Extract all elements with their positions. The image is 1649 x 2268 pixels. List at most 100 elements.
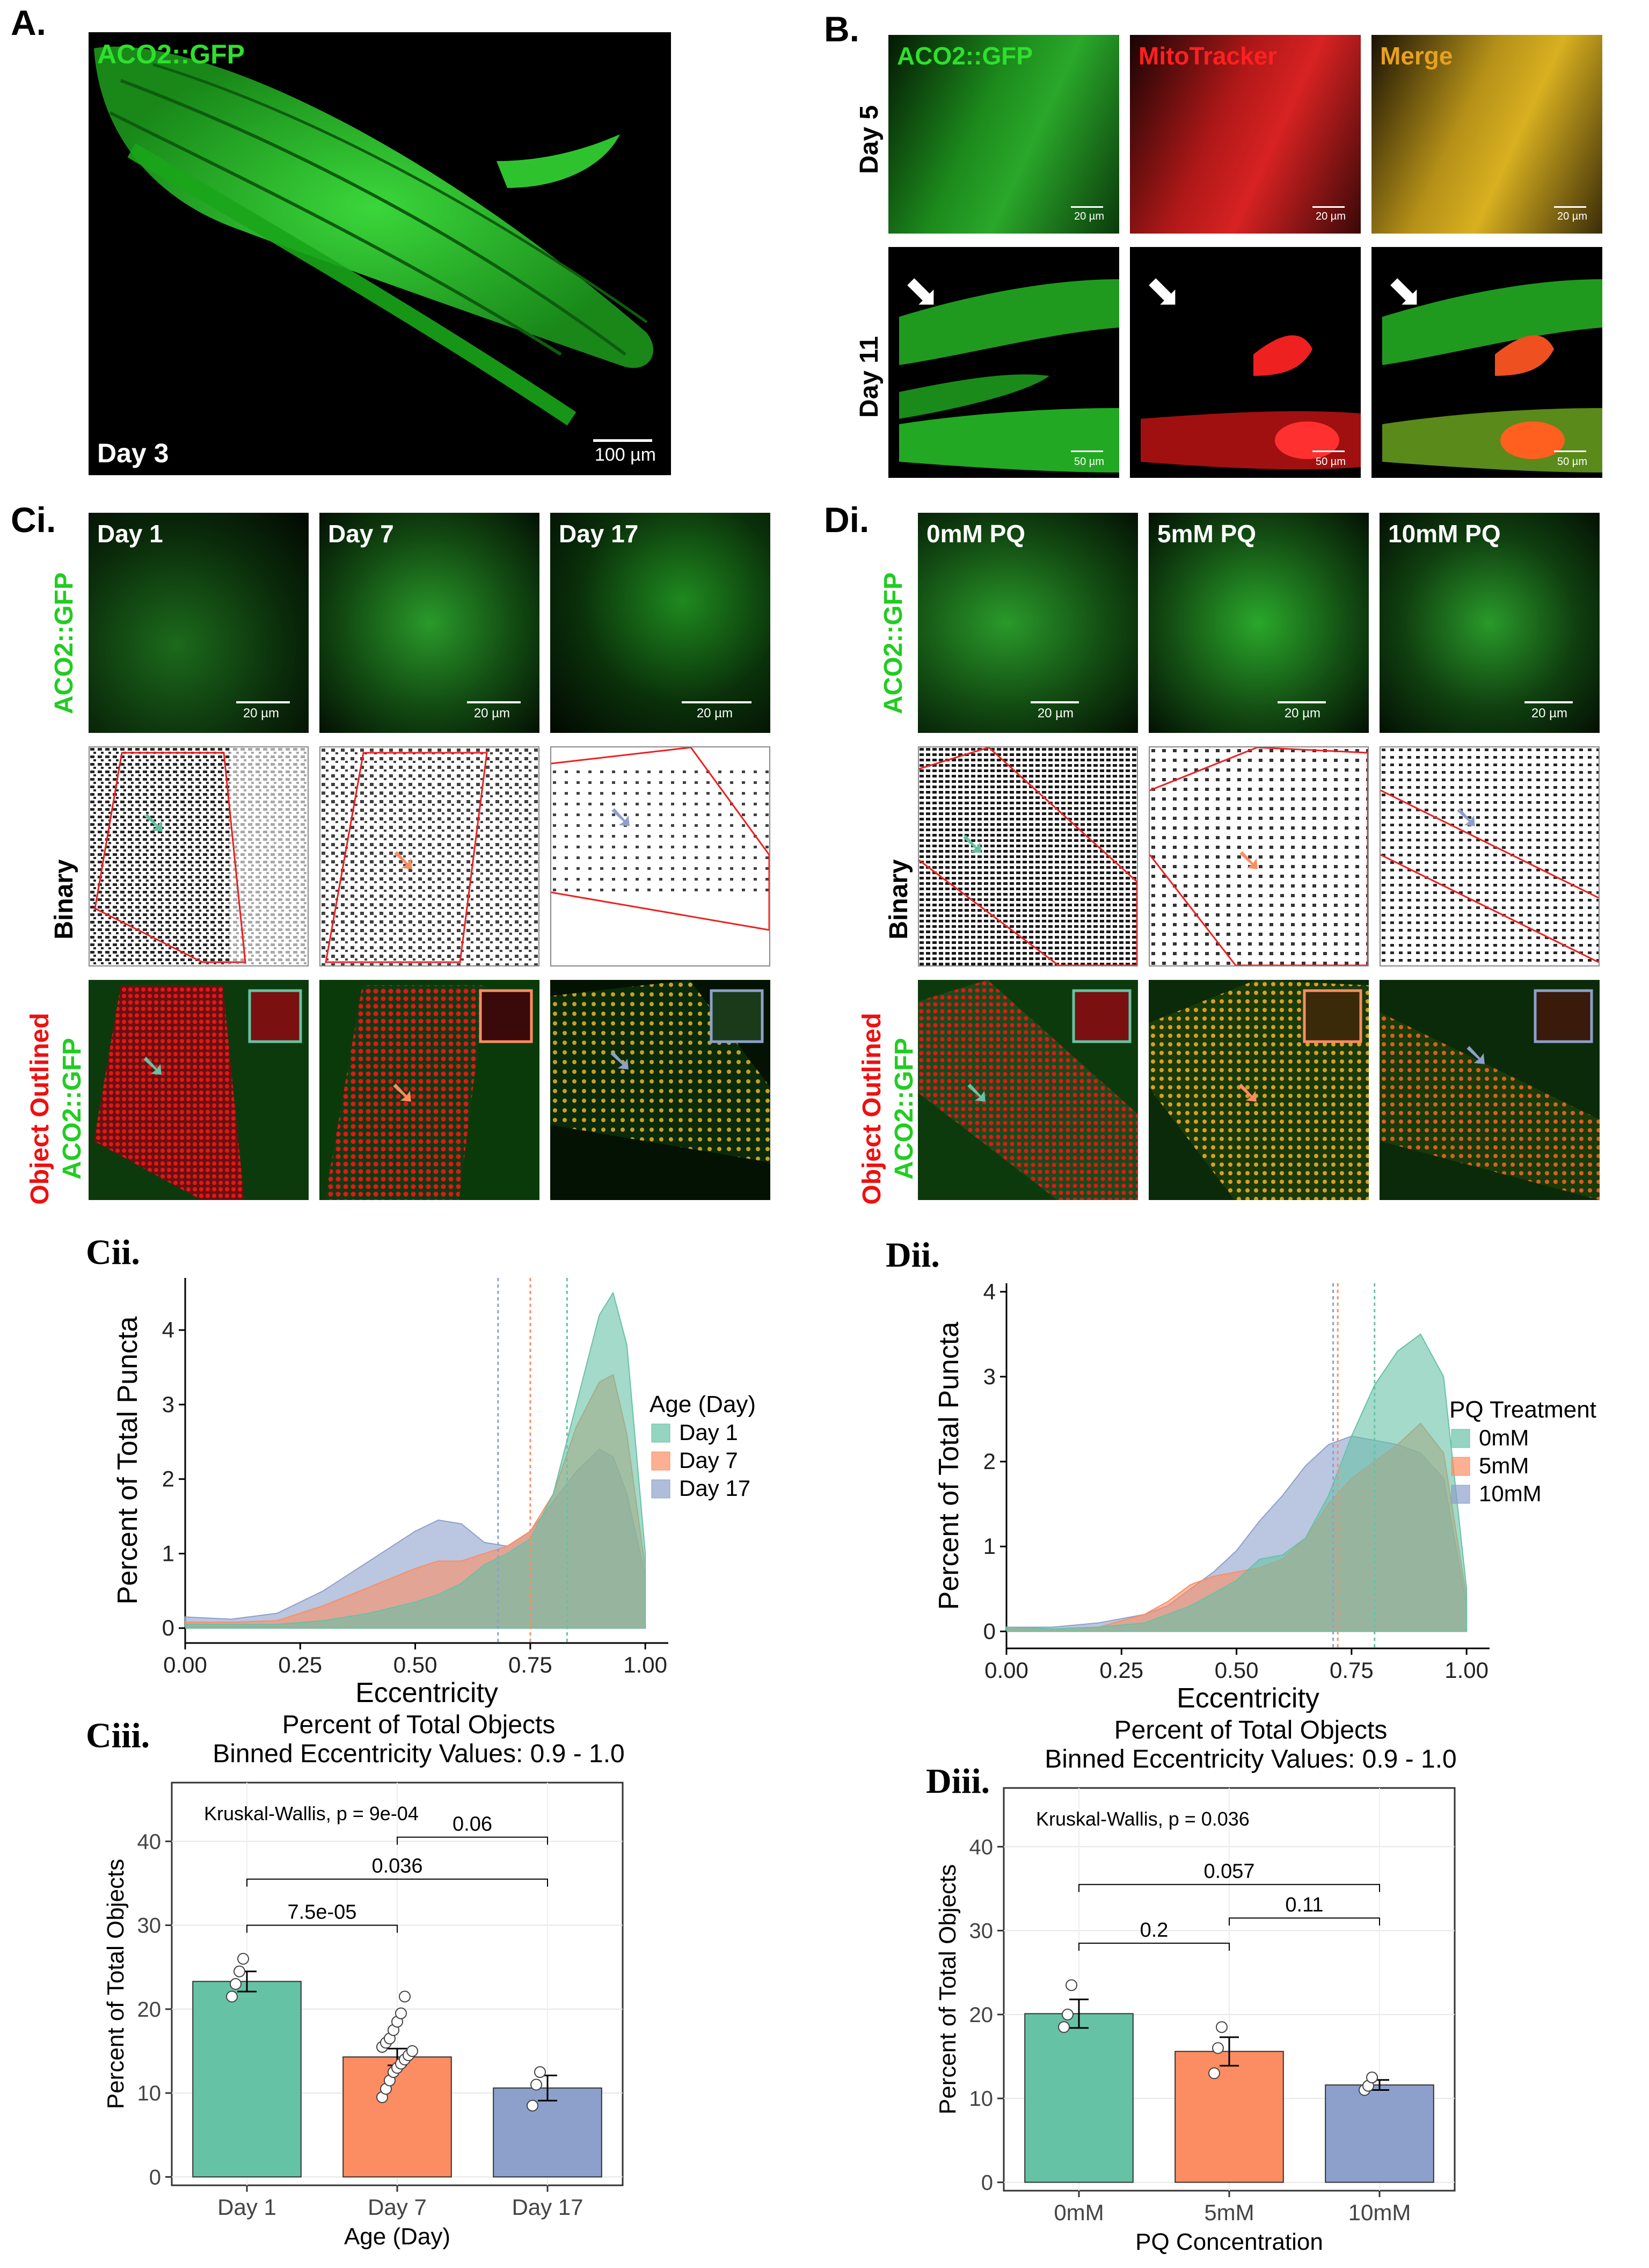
y-tick-label: 2 xyxy=(983,1449,996,1474)
legend-entry: Day 7 xyxy=(679,1448,738,1473)
panel-a-label: ACO2::GFP xyxy=(97,39,245,69)
bar-0mm xyxy=(1024,2013,1134,2183)
scale-bar-label: 50 µm xyxy=(1316,456,1346,468)
di-col-10mm: 10mM PQ xyxy=(1388,520,1501,548)
data-point xyxy=(230,1978,242,1990)
significance-bracket xyxy=(1229,1917,1380,1926)
p-value-label: 0.11 xyxy=(1285,1894,1323,1916)
data-point xyxy=(237,1953,249,1965)
y-tick-label: 20 xyxy=(969,2003,994,2027)
panel-b-row-day5: Day 5 xyxy=(855,105,884,175)
y-tick-label: 10 xyxy=(137,2082,162,2105)
arrow-icon: ➘ xyxy=(389,1074,416,1110)
bar-day-7 xyxy=(342,2056,452,2178)
ci-day17-outlined: ➘ xyxy=(550,980,770,1200)
data-point xyxy=(1208,2067,1220,2080)
scale-bar-label: 20 µm xyxy=(1316,210,1346,222)
y-tick-label: 4 xyxy=(983,1279,996,1304)
chart-dii-eccentricity-density: 0.00 0.25 0.50 0.75 1.00 0 1 2 3 4 Eccentricity Per… xyxy=(934,1279,1596,1713)
bar-5mm xyxy=(1174,2051,1284,2183)
di-0mm-outlined: ➘ xyxy=(918,980,1138,1200)
scale-bar-label: 20 µm xyxy=(1037,706,1074,721)
x-tick-label: 5mM xyxy=(1204,2200,1254,2225)
panel-label-cii: Cii. xyxy=(86,1233,140,1272)
p-value-label: 0.057 xyxy=(1203,1860,1254,1883)
legend-swatch xyxy=(1451,1485,1470,1504)
significance-bracket xyxy=(1078,1884,1380,1892)
legend-entry: 10mM xyxy=(1479,1481,1542,1506)
x-tick-label: 1.00 xyxy=(623,1652,667,1677)
arrow-icon: ➘ xyxy=(959,826,986,862)
ci-day1-binary: ➘ xyxy=(89,746,309,966)
scale-bar xyxy=(467,701,521,703)
y-axis-title: Percent of Total Puncta xyxy=(113,1317,143,1605)
panel-b-day5-mitotracker: MitoTracker 20 µm xyxy=(1130,35,1361,234)
y-axis-title: Percent of Total Objects xyxy=(103,1859,129,2109)
bar-day-1 xyxy=(192,1981,302,2178)
panel-label-ci: Ci. xyxy=(11,500,56,540)
di-row-binary: Binary xyxy=(885,859,913,940)
panel-b-day11-merge: ⬇ 50 µm xyxy=(1371,247,1602,478)
significance-bracket xyxy=(246,1878,548,1887)
ci-row-binary: Binary xyxy=(50,859,78,940)
di-0mm-binary: ➘ xyxy=(918,746,1138,966)
ci-row-outlined-red: Object Outlined xyxy=(26,1013,54,1205)
scale-bar xyxy=(1071,206,1103,208)
y-axis-title: Percent of Total Objects xyxy=(935,1864,961,2114)
arrow-icon: ➘ xyxy=(1236,842,1263,878)
legend-entry: 5mM xyxy=(1479,1453,1529,1478)
di-col-5mm: 5mM PQ xyxy=(1157,520,1257,548)
x-tick-label: 0.00 xyxy=(163,1652,207,1677)
density-area-0mm xyxy=(1006,1333,1468,1632)
y-tick-label: 30 xyxy=(969,1920,994,1943)
x-tick-label: 0mM xyxy=(1054,2200,1104,2225)
arrow-icon: ➘ xyxy=(607,1042,633,1078)
bar-10mm xyxy=(1325,2084,1434,2183)
y-tick-label: 3 xyxy=(162,1392,174,1417)
chart-subtitle: Binned Eccentricity Values: 0.9 - 1.0 xyxy=(213,1740,625,1768)
ci-day17-binary: ➘ xyxy=(550,746,770,966)
y-tick-label: 40 xyxy=(137,1830,162,1853)
y-tick-label: 40 xyxy=(969,1835,994,1859)
p-value-label: 0.2 xyxy=(1140,1919,1169,1942)
di-5mm-binary: ➘ xyxy=(1149,746,1369,966)
scale-bar xyxy=(1524,701,1573,703)
y-tick-label: 0 xyxy=(983,1618,996,1644)
panel-a-day: Day 3 xyxy=(97,438,169,468)
legend-entry: Day 1 xyxy=(679,1420,738,1445)
x-tick-label: Day 17 xyxy=(512,2194,583,2220)
scale-bar xyxy=(1554,450,1586,452)
scale-bar-label: 100 µm xyxy=(594,445,656,465)
scale-bar-label: 20 µm xyxy=(243,706,279,721)
chart-subtitle: Binned Eccentricity Values: 0.9 - 1.0 xyxy=(1045,1745,1457,1773)
bar-day-17 xyxy=(493,2087,602,2178)
panel-label-diii: Diii. xyxy=(926,1762,990,1801)
x-tick-label: Day 7 xyxy=(368,2194,427,2220)
scale-bar-label: 20 µm xyxy=(473,706,510,721)
x-axis-title: Eccentricity xyxy=(355,1677,498,1707)
panel-label-di: Di. xyxy=(824,500,870,540)
data-point xyxy=(527,2099,538,2112)
scale-bar xyxy=(593,439,652,442)
ci-day17-gfp: Day 17 20 µm xyxy=(550,513,770,733)
chart-cii-eccentricity-density: 0.00 0.25 0.50 0.75 1.00 0 1 2 3 4 Eccentricity Per… xyxy=(113,1278,756,1707)
arrow-icon: ➘ xyxy=(140,1048,166,1084)
arrow-icon: ➘ xyxy=(964,1074,990,1110)
panel-b-day11-mitotracker: ⬇ 50 µm xyxy=(1130,247,1361,478)
y-tick-label: 1 xyxy=(983,1533,996,1559)
panel-label-ciii: Ciii. xyxy=(86,1716,150,1755)
panel-a-micrograph: ACO2::GFP Day 3 100 µm xyxy=(89,32,671,475)
x-axis-title: PQ Concentration xyxy=(1135,2229,1323,2255)
legend-swatch xyxy=(651,1423,670,1443)
di-row-outlined-red: Object Outlined xyxy=(858,1013,886,1205)
y-tick-label: 2 xyxy=(162,1466,174,1492)
y-tick-label: 0 xyxy=(162,1615,174,1640)
ci-day1-outlined: ➘ xyxy=(89,980,309,1200)
scale-bar-label: 50 µm xyxy=(1074,456,1104,468)
legend-title: Age (Day) xyxy=(650,1391,756,1418)
ci-col-day1: Day 1 xyxy=(97,520,163,548)
scale-bar xyxy=(682,701,751,703)
y-tick-label: 1 xyxy=(162,1540,174,1566)
x-axis-title: Age (Day) xyxy=(344,2223,450,2250)
legend-swatch xyxy=(1451,1457,1470,1476)
